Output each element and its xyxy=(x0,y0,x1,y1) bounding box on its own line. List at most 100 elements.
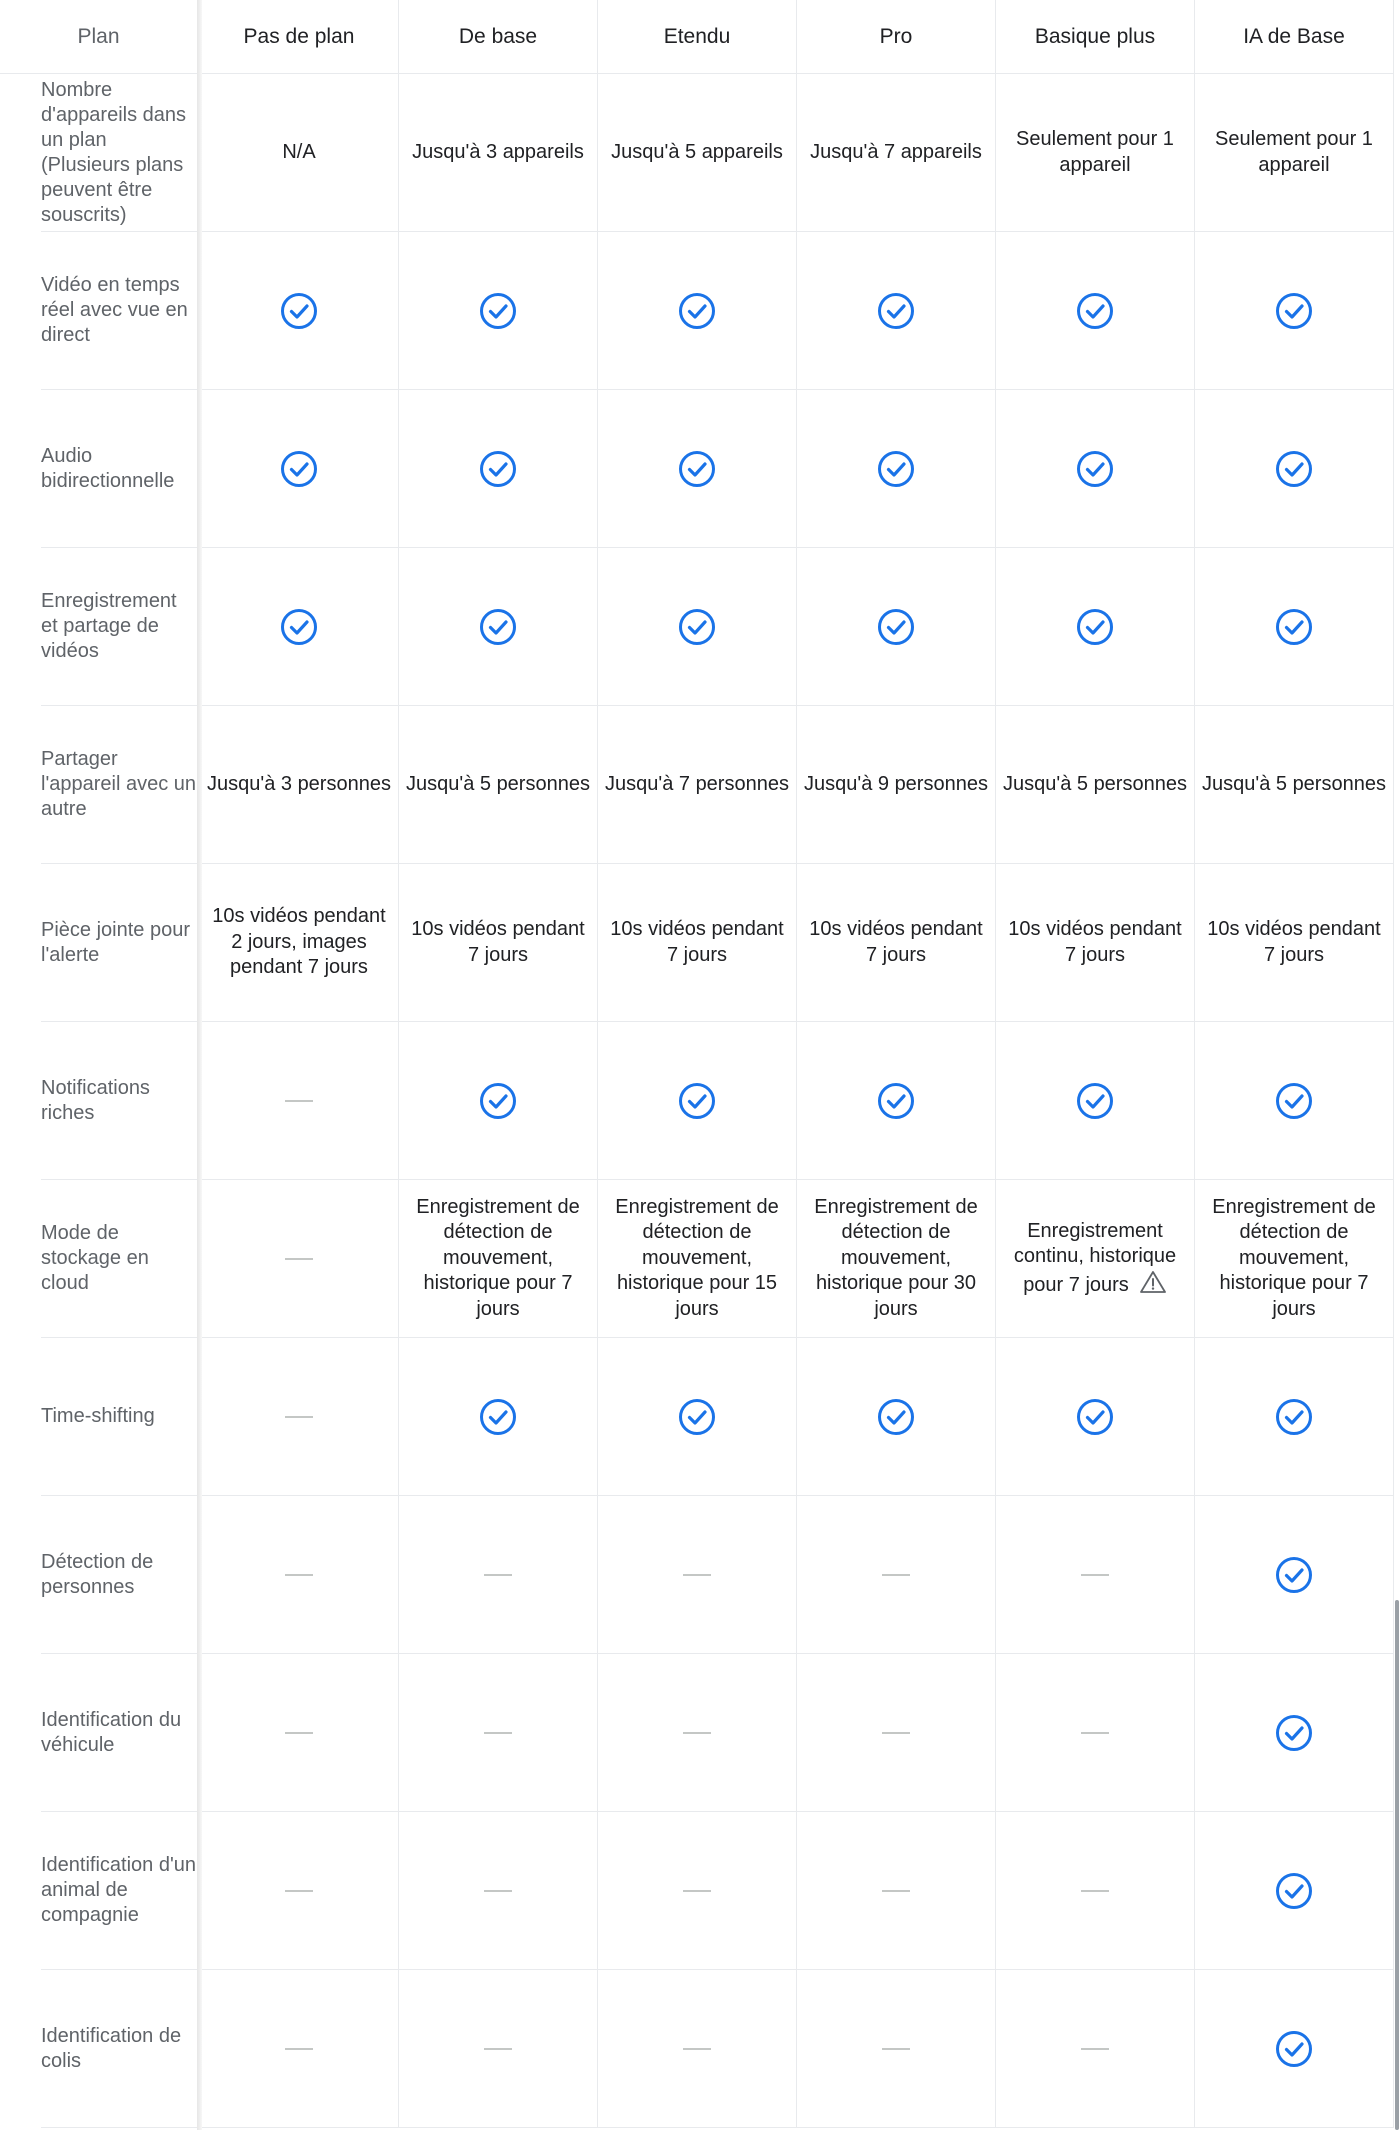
cell-value: 10s vidéos pendant 7 jours xyxy=(610,918,784,966)
feature-label: Vidéo en temps réel avec vue en direct xyxy=(41,232,197,390)
cell-dash xyxy=(200,1338,399,1496)
cell-text: Jusqu'à 5 personnes xyxy=(996,706,1195,864)
table-row: Identification d'un animal de compagnie xyxy=(0,1812,1400,1970)
cell-check xyxy=(399,1022,598,1180)
header-row: Plan Pas de plan De base Etendu Pro Basi… xyxy=(0,0,1400,74)
cell-text: Enregistrement de détection de mouvement… xyxy=(598,1180,797,1338)
cell-check xyxy=(996,548,1195,706)
cell-text: Seulement pour 1 appareil xyxy=(996,74,1195,232)
dash-icon xyxy=(285,1099,313,1102)
check-circle-icon xyxy=(480,1398,516,1435)
header-label: Plan xyxy=(0,0,197,74)
cell-value: Seulement pour 1 appareil xyxy=(1016,128,1174,176)
cell-check xyxy=(996,390,1195,548)
cell-text: Jusqu'à 5 personnes xyxy=(1195,706,1394,864)
cell-text: Jusqu'à 5 personnes xyxy=(399,706,598,864)
check-circle-icon xyxy=(281,450,317,487)
cell-dash xyxy=(996,1812,1195,1970)
cell-value: Jusqu'à 3 appareils xyxy=(412,140,584,163)
cell-text: Jusqu'à 3 personnes xyxy=(200,706,399,864)
cell-dash xyxy=(797,1970,996,2128)
cell-check xyxy=(797,390,996,548)
cell-dash xyxy=(399,1970,598,2128)
cell-dash xyxy=(200,1970,399,2128)
cell-value: Jusqu'à 5 personnes xyxy=(406,772,590,795)
check-circle-icon xyxy=(1276,1398,1312,1435)
check-circle-icon xyxy=(1276,1556,1312,1593)
dash-icon xyxy=(285,1731,313,1734)
check-circle-icon xyxy=(878,608,914,645)
cell-check xyxy=(996,232,1195,390)
dash-icon xyxy=(1081,1889,1109,1892)
scrollbar[interactable] xyxy=(1394,0,1400,2130)
table-row: Notifications riches xyxy=(0,1022,1400,1180)
cell-check xyxy=(797,548,996,706)
dash-icon xyxy=(484,2047,512,2050)
cell-dash xyxy=(200,1812,399,1970)
cell-text: 10s vidéos pendant 7 jours xyxy=(996,864,1195,1022)
cell-dash xyxy=(996,1654,1195,1812)
cell-value: Jusqu'à 5 personnes xyxy=(1202,772,1386,795)
cell-text: 10s vidéos pendant 7 jours xyxy=(399,864,598,1022)
cell-check xyxy=(200,548,399,706)
check-circle-icon xyxy=(1276,1714,1312,1751)
cell-value: Jusqu'à 7 appareils xyxy=(810,140,982,163)
cell-value: Jusqu'à 3 personnes xyxy=(207,772,391,795)
cell-value: 10s vidéos pendant 7 jours xyxy=(411,918,585,966)
cell-check xyxy=(399,548,598,706)
cell-dash xyxy=(598,1970,797,2128)
check-circle-icon xyxy=(679,1398,715,1435)
cell-value: Enregistrement de détection de mouvement… xyxy=(1212,1195,1376,1320)
feature-label: Audio bidirectionnelle xyxy=(41,390,197,548)
check-circle-icon xyxy=(1077,608,1113,645)
cell-dash xyxy=(996,1496,1195,1654)
scrollbar-thumb[interactable] xyxy=(1395,1600,1399,2130)
cell-text: Jusqu'à 9 personnes xyxy=(797,706,996,864)
feature-label: Identification d'un animal de compagnie xyxy=(41,1812,197,1970)
dash-icon xyxy=(683,1889,711,1892)
table-row: Détection de personnes xyxy=(0,1496,1400,1654)
feature-label: Nombre d'appareils dans un plan (Plusieu… xyxy=(41,74,197,232)
cell-value: Jusqu'à 5 personnes xyxy=(1003,772,1187,795)
cell-value: Enregistrement de détection de mouvement… xyxy=(416,1195,580,1320)
cell-check xyxy=(399,390,598,548)
cell-text: 10s vidéos pendant 7 jours xyxy=(598,864,797,1022)
cell-check xyxy=(1195,1970,1394,2128)
check-circle-icon xyxy=(679,292,715,329)
cell-text: 10s vidéos pendant 2 jours, images penda… xyxy=(200,864,399,1022)
check-circle-icon xyxy=(1276,2030,1312,2067)
cell-check xyxy=(598,1022,797,1180)
check-circle-icon xyxy=(679,1082,715,1119)
cell-dash xyxy=(200,1654,399,1812)
table-row: Enregistrement et partage de vidéos xyxy=(0,548,1400,706)
cell-check xyxy=(598,548,797,706)
cell-value: N/A xyxy=(282,140,316,163)
plan-header: Basique plus xyxy=(996,0,1195,74)
feature-label: Enregistrement et partage de vidéos xyxy=(41,548,197,706)
cell-text: Jusqu'à 7 appareils xyxy=(797,74,996,232)
cell-check xyxy=(598,232,797,390)
check-circle-icon xyxy=(480,292,516,329)
check-circle-icon xyxy=(281,608,317,645)
check-circle-icon xyxy=(878,1398,914,1435)
check-circle-icon xyxy=(480,1082,516,1119)
plan-header: Pas de plan xyxy=(200,0,399,74)
feature-label: Time-shifting xyxy=(41,1338,197,1496)
cell-text: Jusqu'à 3 appareils xyxy=(399,74,598,232)
check-circle-icon xyxy=(1276,1872,1312,1909)
cell-check xyxy=(996,1338,1195,1496)
dash-icon xyxy=(683,1731,711,1734)
cell-check xyxy=(1195,1022,1394,1180)
cell-check xyxy=(598,1338,797,1496)
cell-value: 10s vidéos pendant 7 jours xyxy=(809,918,983,966)
table-row: Mode de stockage en cloud Enregistrement … xyxy=(0,1180,1400,1338)
cell-dash xyxy=(598,1654,797,1812)
cell-text: Jusqu'à 5 appareils xyxy=(598,74,797,232)
dash-icon xyxy=(484,1889,512,1892)
cell-value: 10s vidéos pendant 2 jours, images penda… xyxy=(212,905,386,979)
dash-icon xyxy=(683,1573,711,1576)
dash-icon xyxy=(882,1731,910,1734)
cell-dash xyxy=(399,1654,598,1812)
cell-value: 10s vidéos pendant 7 jours xyxy=(1008,918,1182,966)
cell-value: Enregistrement de détection de mouvement… xyxy=(615,1195,779,1320)
